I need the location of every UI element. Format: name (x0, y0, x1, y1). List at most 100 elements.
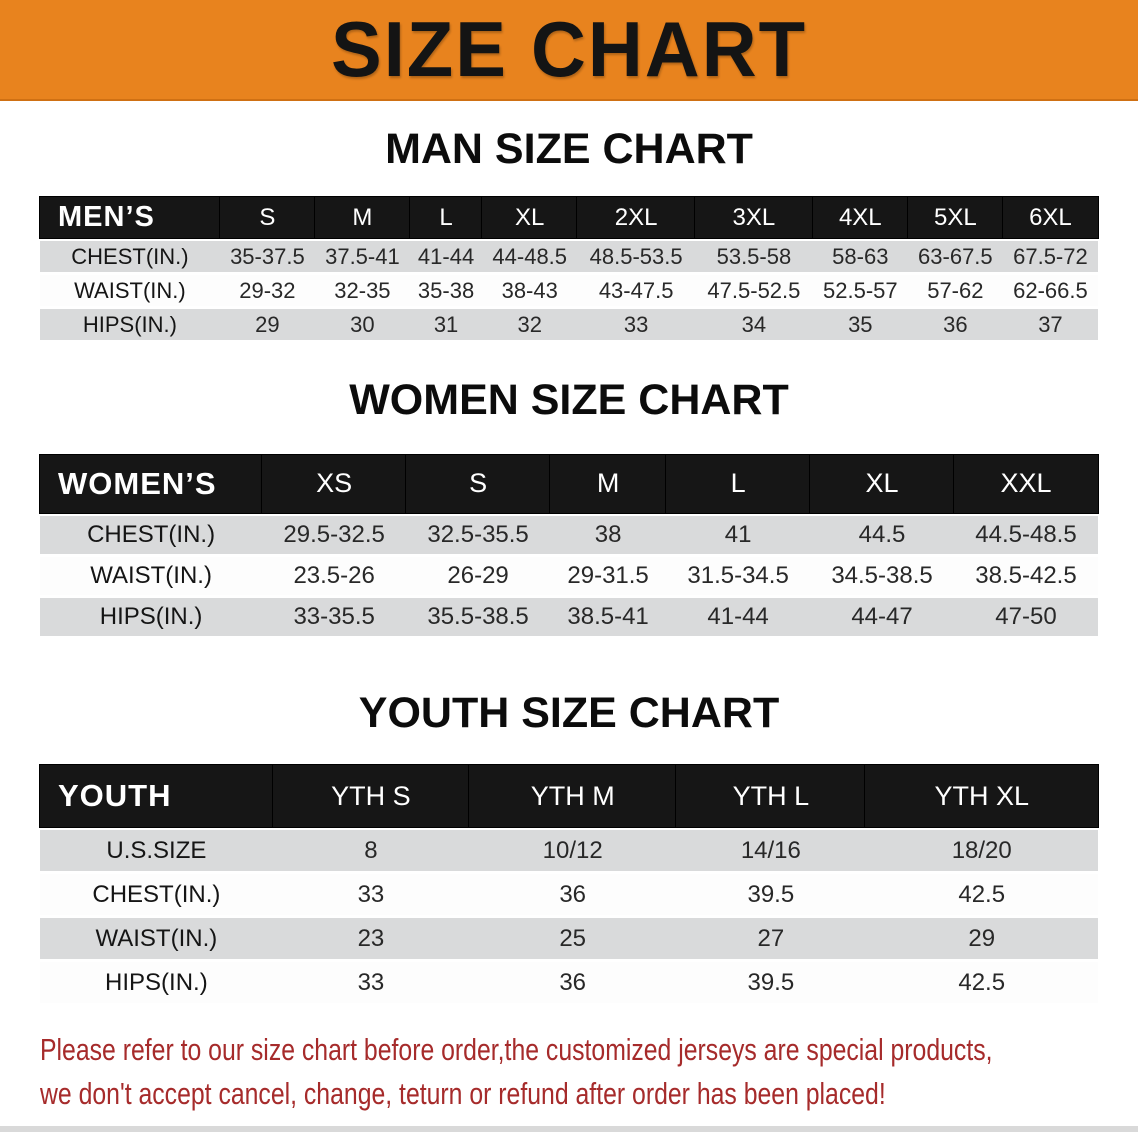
size-value-cell: 43-47.5 (577, 275, 696, 307)
section-title-men: MAN SIZE CHART (385, 125, 753, 173)
size-value-cell: 41-44 (409, 241, 483, 273)
size-value-cell: 23 (272, 918, 470, 960)
size-value-cell: 53.5-58 (695, 241, 813, 273)
size-value-cell: 25 (469, 918, 677, 960)
size-column-header: YTH L (676, 765, 866, 828)
size-value-cell: 29-32 (219, 275, 315, 307)
size-value-cell: 57-62 (907, 275, 1003, 307)
size-value-cell: 14/16 (676, 830, 866, 872)
size-value-cell: 34.5-38.5 (810, 556, 954, 595)
size-column-header: S (406, 454, 551, 513)
table-header-label: WOMEN’S (40, 454, 263, 513)
section-women: WOMEN SIZE CHART WOMEN’S XS S M L XL XXL CHEST(… (0, 376, 1138, 638)
page-title: SIZE CHART (331, 5, 807, 94)
size-value-cell: 34 (695, 309, 813, 341)
section-men: MAN SIZE CHART MEN’S S M L XL 2XL 3XL 4XL 5XL 6XL… (0, 125, 1138, 343)
row-label: HIPS(IN.) (40, 597, 263, 636)
size-column-header: M (550, 454, 667, 513)
table-row: U.S.SIZE 8 10/12 14/16 18/20 (40, 830, 1098, 872)
table-row: WAIST(IN.) 23 25 27 29 (40, 918, 1098, 960)
table-header-label: YOUTH (40, 765, 273, 828)
size-value-cell: 32.5-35.5 (406, 515, 551, 554)
size-value-cell: 35-38 (409, 275, 483, 307)
disclaimer-note: Please refer to our size chart before or… (0, 1006, 1138, 1116)
size-value-cell: 44.5-48.5 (954, 515, 1098, 554)
size-value-cell: 37.5-41 (314, 241, 410, 273)
size-value-cell: 29-31.5 (550, 556, 667, 595)
row-label: CHEST(IN.) (40, 515, 263, 554)
men-size-table: MEN’S S M L XL 2XL 3XL 4XL 5XL 6XL CHEST(IN.) 35-37… (40, 194, 1098, 343)
size-value-cell: 36 (907, 309, 1003, 341)
row-label: CHEST(IN.) (40, 241, 220, 273)
size-value-cell: 35-37.5 (219, 241, 315, 273)
size-value-cell: 52.5-57 (812, 275, 908, 307)
youth-size-table: YOUTH YTH S YTH M YTH L YTH XL U.S.SIZE 8 10/12… (40, 762, 1098, 1006)
size-value-cell: 58-63 (812, 241, 908, 273)
size-value-cell: 38.5-42.5 (954, 556, 1098, 595)
row-label: WAIST(IN.) (40, 275, 220, 307)
size-value-cell: 39.5 (676, 874, 866, 916)
size-value-cell: 32 (482, 309, 578, 341)
size-column-header: XS (262, 454, 407, 513)
size-column-header: S (219, 197, 315, 239)
size-value-cell: 44-47 (810, 597, 954, 636)
table-row: WAIST(IN.) 23.5-26 26-29 29-31.5 31.5-34.5 34… (40, 556, 1098, 595)
size-value-cell: 47.5-52.5 (695, 275, 813, 307)
size-value-cell: 29 (865, 918, 1098, 960)
size-column-header: 3XL (695, 197, 813, 239)
bottom-strip (0, 1126, 1138, 1132)
size-value-cell: 29 (219, 309, 315, 341)
size-column-header: M (314, 197, 410, 239)
size-value-cell: 26-29 (406, 556, 551, 595)
size-value-cell: 67.5-72 (1002, 241, 1098, 273)
size-column-header: YTH M (469, 765, 677, 828)
size-value-cell: 31 (409, 309, 483, 341)
size-value-cell: 29.5-32.5 (262, 515, 407, 554)
size-value-cell: 32-35 (314, 275, 410, 307)
size-column-header: XL (482, 197, 578, 239)
size-value-cell: 42.5 (865, 962, 1098, 1004)
size-column-header: XL (810, 454, 954, 513)
size-column-header: 5XL (907, 197, 1003, 239)
row-label: HIPS(IN.) (40, 962, 273, 1004)
section-title-youth: YOUTH SIZE CHART (358, 688, 780, 737)
table-row: CHEST(IN.) 29.5-32.5 32.5-35.5 38 41 44.5 44.5… (40, 515, 1098, 554)
size-value-cell: 33 (577, 309, 696, 341)
size-value-cell: 62-66.5 (1002, 275, 1098, 307)
size-value-cell: 30 (314, 309, 410, 341)
size-value-cell: 36 (469, 874, 677, 916)
size-column-header: 4XL (812, 197, 908, 239)
size-value-cell: 27 (676, 918, 866, 960)
size-value-cell: 42.5 (865, 874, 1098, 916)
size-value-cell: 38 (550, 515, 667, 554)
size-value-cell: 33 (272, 962, 470, 1004)
size-column-header: YTH S (272, 765, 470, 828)
size-value-cell: 38-43 (482, 275, 578, 307)
row-label: U.S.SIZE (40, 830, 273, 872)
size-value-cell: 10/12 (469, 830, 677, 872)
table-row: CHEST(IN.) 33 36 39.5 42.5 (40, 874, 1098, 916)
size-value-cell: 36 (469, 962, 677, 1004)
row-label: CHEST(IN.) (40, 874, 273, 916)
size-header-row: WOMEN’S XS S M L XL XXL (40, 454, 1098, 513)
size-value-cell: 35 (812, 309, 908, 341)
size-value-cell: 31.5-34.5 (666, 556, 811, 595)
table-row: CHEST(IN.) 35-37.5 37.5-41 41-44 44-48.5 48.5… (40, 241, 1098, 273)
size-value-cell: 38.5-41 (550, 597, 667, 636)
size-value-cell: 48.5-53.5 (577, 241, 696, 273)
row-label: HIPS(IN.) (40, 309, 220, 341)
row-label: WAIST(IN.) (40, 918, 273, 960)
women-size-table: WOMEN’S XS S M L XL XXL CHEST(IN.) 29.5-32.5 32.5… (40, 452, 1098, 639)
size-value-cell: 41-44 (666, 597, 811, 636)
banner: SIZE CHART (0, 0, 1138, 101)
table-row: HIPS(IN.) 33-35.5 35.5-38.5 38.5-41 41-44 44-… (40, 597, 1098, 636)
size-value-cell: 47-50 (954, 597, 1098, 636)
size-column-header: 6XL (1002, 197, 1098, 239)
size-value-cell: 41 (666, 515, 811, 554)
size-value-cell: 35.5-38.5 (406, 597, 551, 636)
row-label: WAIST(IN.) (40, 556, 263, 595)
size-value-cell: 39.5 (676, 962, 866, 1004)
table-row: WAIST(IN.) 29-32 32-35 35-38 38-43 43-47.5 47.… (40, 275, 1098, 307)
note-line-1: Please refer to our size chart before or… (40, 1032, 993, 1068)
size-value-cell: 33-35.5 (262, 597, 407, 636)
